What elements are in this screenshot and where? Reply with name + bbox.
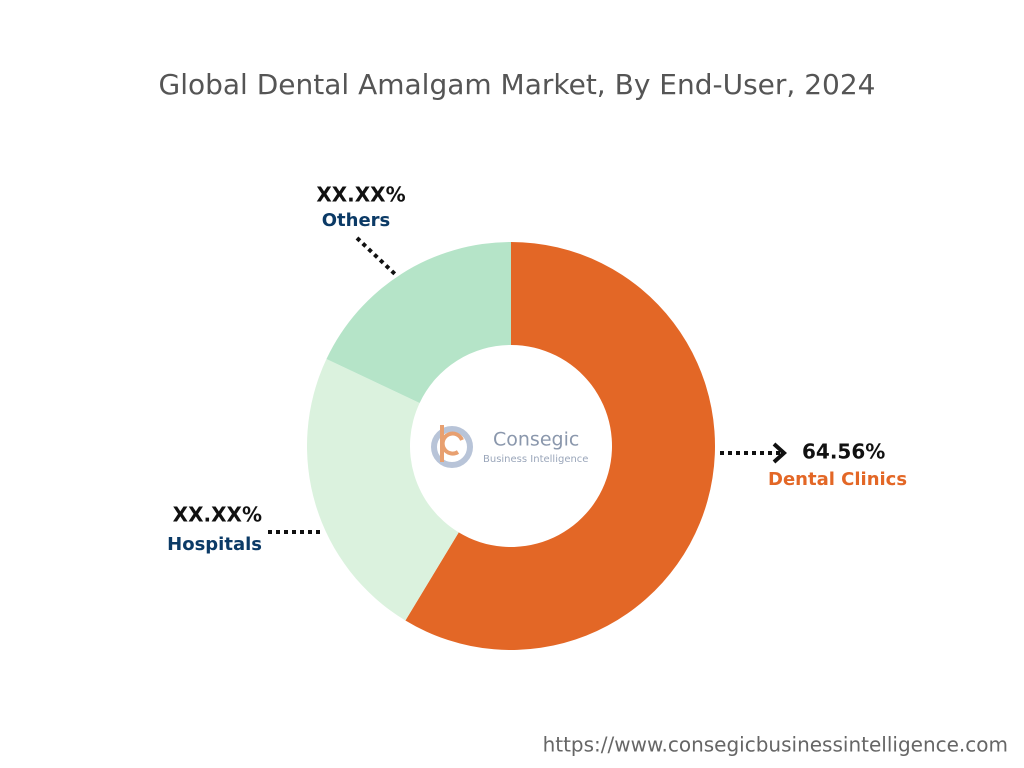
donut-segment bbox=[306, 359, 459, 621]
logo-name: Consegic bbox=[493, 429, 579, 451]
data-label: 64.56% bbox=[802, 440, 885, 464]
donut-segment bbox=[326, 242, 511, 403]
donut-segment bbox=[405, 242, 715, 650]
logo-ring bbox=[431, 426, 473, 468]
leader-line bbox=[355, 236, 399, 278]
chart-title: Global Dental Amalgam Market, By End-Use… bbox=[159, 68, 876, 101]
data-label: XX.XX% bbox=[316, 183, 405, 207]
category-label: Hospitals bbox=[167, 534, 262, 555]
footer-url: https://www.consegicbusinessintelligence… bbox=[543, 733, 1008, 757]
category-label: Others bbox=[322, 210, 391, 231]
logo-mark bbox=[440, 425, 464, 462]
logo-tagline: Business Intelligence bbox=[483, 454, 588, 465]
category-label: Dental Clinics bbox=[768, 469, 907, 490]
leader-arrow bbox=[772, 442, 787, 464]
data-label: XX.XX% bbox=[173, 503, 262, 527]
